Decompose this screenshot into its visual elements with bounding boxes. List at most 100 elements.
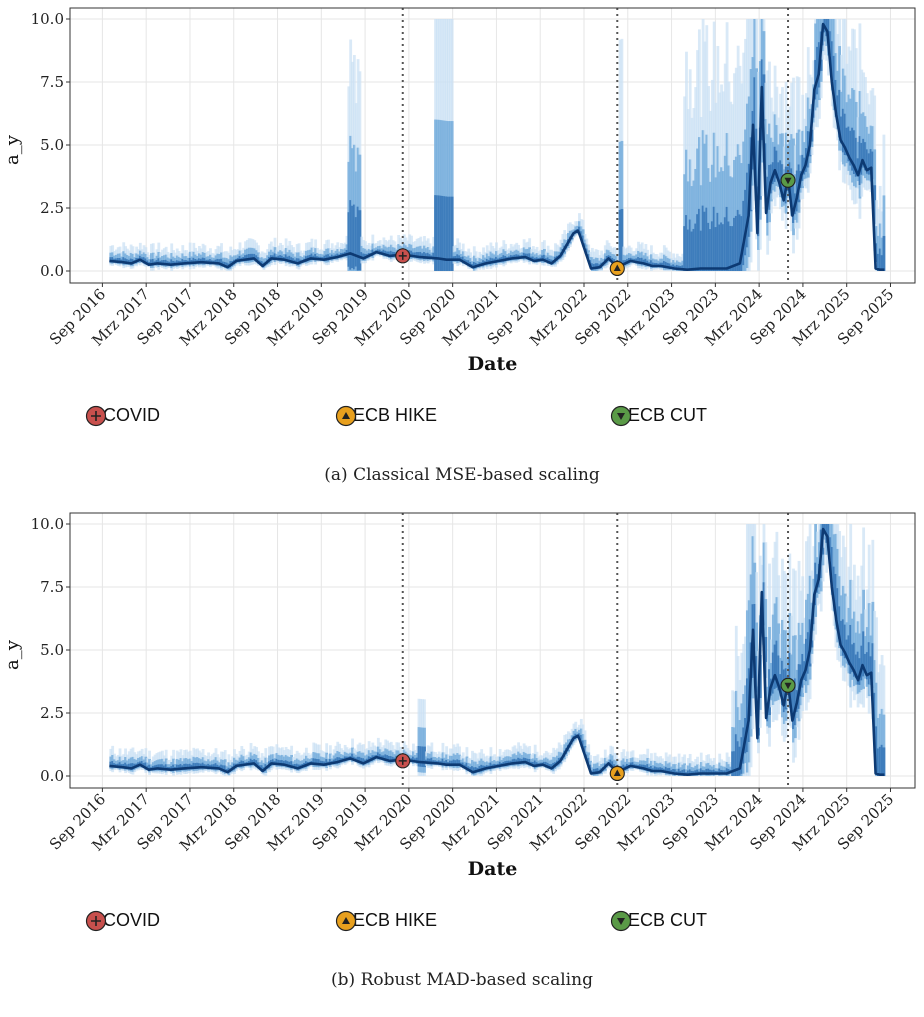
band-strip [201, 762, 205, 769]
band-strip [188, 257, 192, 265]
band-strip [277, 255, 281, 260]
band-strip [762, 74, 766, 122]
band-strip [415, 252, 419, 258]
band-strip [710, 164, 714, 271]
band-strip [581, 740, 585, 748]
band-strip [258, 260, 262, 264]
band-strip [463, 259, 467, 263]
band-strip [662, 261, 666, 268]
band-strip [286, 256, 290, 262]
band-strip [249, 253, 253, 261]
event-marker-ecb-cut [780, 172, 796, 188]
band-strip [882, 714, 886, 776]
band-strip [710, 221, 714, 271]
band-strip [240, 760, 244, 767]
band-strip [127, 763, 131, 770]
band-strip [286, 761, 290, 767]
band-strip [646, 764, 650, 771]
band-strip [834, 79, 838, 110]
plot-frame [69, 512, 916, 789]
band-strip [336, 757, 340, 764]
band-strip [183, 763, 187, 770]
band-strip [677, 768, 681, 776]
band-strip [705, 134, 709, 271]
band-strip [867, 153, 871, 175]
band-strip [644, 765, 648, 770]
band-strip [579, 231, 583, 237]
band-strip [834, 573, 838, 618]
band-strip [860, 142, 864, 175]
band-strip [317, 759, 321, 766]
band-strip [360, 757, 364, 764]
band-strip [151, 259, 155, 266]
legend-item-ecb-hike: ECB HIKE [335, 405, 437, 427]
band-strip [410, 250, 413, 258]
band-strip [149, 259, 153, 267]
band-strip [740, 216, 744, 271]
band-strip [421, 253, 425, 259]
band-strip [753, 603, 757, 649]
band-strip [852, 130, 856, 175]
band-strip [116, 258, 120, 263]
band-strip [830, 547, 834, 585]
band-strip [721, 224, 725, 271]
band-strip [880, 744, 884, 776]
triangle-down-icon [784, 177, 792, 185]
band-strip [360, 252, 364, 259]
band-strip [325, 759, 329, 766]
band-strip [384, 250, 388, 256]
band-strip [245, 254, 249, 262]
series-line [109, 527, 885, 776]
band-strip [458, 760, 461, 767]
band-strip [666, 768, 670, 774]
band-strip [148, 764, 151, 771]
band-strip [801, 653, 805, 688]
band-strip [434, 195, 437, 271]
band-strip [469, 767, 473, 772]
band-strip [692, 228, 696, 271]
band-strip [838, 606, 842, 639]
band-strip [284, 760, 288, 767]
band-strip [450, 196, 454, 271]
band-strip [579, 734, 583, 742]
band-strip [836, 588, 840, 631]
band-strip [585, 248, 589, 253]
band-strip [694, 223, 698, 271]
band-strip [734, 734, 738, 776]
band-strip [836, 95, 840, 122]
band-strip [441, 195, 445, 271]
band-strip [685, 215, 688, 271]
triangle-down-icon [610, 405, 632, 427]
band-strip [384, 754, 388, 761]
band-strip [832, 55, 836, 99]
band-strip [666, 262, 670, 269]
y-tick-label: 10.0 [31, 515, 64, 533]
band-strip [253, 253, 257, 260]
band-strip [731, 751, 735, 776]
band-strip [609, 256, 613, 261]
band-strip [461, 256, 465, 263]
band-strip [856, 158, 860, 177]
band-strip [126, 259, 129, 264]
band-strip [707, 222, 711, 271]
event-marker-ecb-cut [780, 677, 796, 693]
band-strip [109, 761, 113, 768]
band-strip [773, 644, 777, 690]
band-strip [714, 177, 718, 271]
legend-label: COVID [103, 910, 161, 930]
band-strip [840, 620, 843, 649]
band-strip [502, 255, 506, 262]
caption-a: (a) Classical MSE-based scaling [324, 465, 600, 485]
band-strip [851, 127, 854, 171]
band-strip [109, 257, 113, 263]
band-strip [594, 263, 598, 270]
band-strip [546, 257, 550, 263]
band-strip [611, 257, 615, 263]
band-strip [526, 253, 530, 259]
band-strip [849, 130, 853, 166]
band-strip [659, 767, 663, 773]
band-strip [878, 223, 882, 271]
plus-icon [398, 756, 407, 765]
band-strip [376, 249, 380, 254]
band-strip [467, 766, 471, 770]
